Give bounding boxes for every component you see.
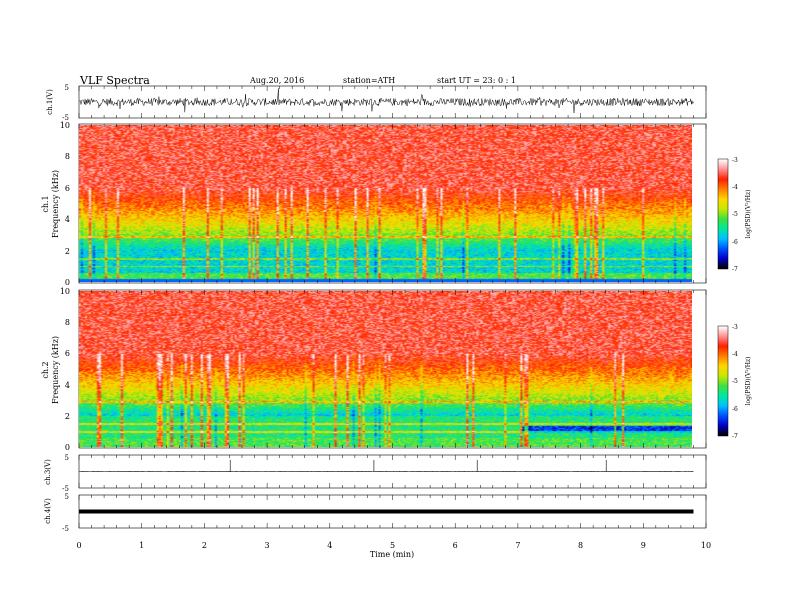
ch1-spectrogram-panel: 0 2 4 6 8 10 ch.1 Frequency (kHz) bbox=[41, 121, 707, 287]
ch1-spectrogram-image bbox=[79, 125, 692, 282]
ch3-waveform-ticks bbox=[78, 455, 707, 488]
x-tick-label: 2 bbox=[202, 541, 207, 550]
ch1-colorbar: -3 -4 -5 -6 -7 log(PSD)(V²/Hz) bbox=[717, 157, 752, 273]
x-tick-label: 0 bbox=[76, 541, 81, 550]
ch1-colorbar-frame bbox=[717, 158, 729, 270]
ch1-waveform-ticks bbox=[78, 86, 707, 118]
ch3-ytick-bottom: -5 bbox=[62, 485, 69, 493]
ch1-ytick-8: 8 bbox=[65, 152, 70, 161]
ch1-waveform-line bbox=[78, 88, 694, 114]
ch2-freq-yticks: 0 2 4 6 8 10 bbox=[60, 287, 70, 452]
ch2-cbar-tick-m3: -3 bbox=[732, 324, 738, 331]
ch2-cbar-tick-m4: -4 bbox=[732, 351, 738, 358]
start-time-label: start UT = 23: 0 : 1 bbox=[437, 76, 516, 85]
ch1-wave-ytick-top: 5 bbox=[65, 84, 69, 92]
ch2-cbar-tick-m5: -5 bbox=[732, 378, 738, 385]
ch4-ytick-bottom: -5 bbox=[62, 525, 69, 533]
ch1-cbar-tick-m4: -4 bbox=[732, 184, 738, 191]
ch2-colorbar: -3 -4 -5 -6 -7 log(PSD)(V²/Hz) bbox=[717, 324, 752, 440]
ch4-waveform-panel: 5 -5 ch.4(V) bbox=[44, 493, 707, 533]
ch1-waveform-panel: 5 -5 ch.1(V) bbox=[46, 84, 707, 122]
ch2-ytick-10: 10 bbox=[60, 287, 70, 296]
x-tick-label: 3 bbox=[265, 541, 270, 550]
ch4-waveform-ticks bbox=[78, 495, 707, 528]
ch1-cbar-tick-m7: -7 bbox=[732, 266, 738, 273]
ch2-ytick-6: 6 bbox=[65, 349, 70, 358]
ch2-colorbar-image bbox=[718, 326, 728, 436]
ch2-cbar-tick-m7: -7 bbox=[732, 433, 738, 440]
x-tick-label: 7 bbox=[515, 541, 520, 550]
ch2-ytick-8: 8 bbox=[65, 318, 70, 327]
x-tick-label: 9 bbox=[641, 541, 646, 550]
x-axis-label: Time (min) bbox=[370, 550, 414, 559]
ch2-spectrogram-panel: 0 2 4 6 8 10 ch.2 Frequency (kHz) bbox=[41, 287, 707, 452]
x-tick-label: 4 bbox=[327, 541, 332, 550]
ch1-ytick-0: 0 bbox=[65, 278, 70, 287]
x-axis: 0 1 2 3 4 5 6 7 8 9 10 Time (min) bbox=[76, 541, 711, 559]
x-tick-label: 5 bbox=[390, 541, 395, 550]
ch3-ytick-top: 5 bbox=[65, 454, 69, 462]
ch1-ytick-2: 2 bbox=[65, 247, 70, 256]
ch3-ylabel: ch.3(V) bbox=[44, 459, 52, 485]
date-label: Aug.20, 2016 bbox=[249, 76, 304, 85]
ch2-ytick-2: 2 bbox=[65, 412, 70, 421]
ch1-cbar-tick-m6: -6 bbox=[732, 239, 738, 246]
ch1-ytick-6: 6 bbox=[65, 184, 70, 193]
ch2-ytick-4: 4 bbox=[65, 381, 70, 390]
ch1-ytick-4: 4 bbox=[65, 215, 70, 224]
ch2-colorbar-label: log(PSD)(V²/Hz) bbox=[745, 357, 752, 406]
ch1-spectrogram-ylabel-frequency: Frequency (kHz) bbox=[51, 170, 60, 238]
ch1-freq-yticks: 0 2 4 6 8 10 bbox=[60, 121, 70, 287]
x-tick-labels: 0 1 2 3 4 5 6 7 8 9 10 bbox=[76, 541, 711, 550]
ch2-spectrogram-ylabel-channel: ch.2 bbox=[41, 361, 50, 378]
ch4-ylabel: ch.4(V) bbox=[44, 498, 52, 524]
ch2-cbar-tick-m6: -6 bbox=[732, 406, 738, 413]
ch2-colorbar-frame bbox=[717, 325, 729, 437]
x-tick-label: 8 bbox=[578, 541, 583, 550]
ch1-wave-ylabel: ch.1(V) bbox=[46, 89, 54, 115]
ch1-cbar-tick-m3: -3 bbox=[732, 157, 738, 164]
ch2-spectrogram-image bbox=[79, 291, 692, 447]
figure-title: VLF Spectra bbox=[79, 74, 150, 87]
ch1-spectrogram-ylabel-channel: ch.1 bbox=[41, 195, 50, 212]
ch4-ytick-top: 5 bbox=[65, 493, 69, 501]
ch1-spectrogram-ticks bbox=[78, 124, 707, 283]
x-tick-label: 1 bbox=[139, 541, 144, 550]
ch1-wave-ytick-bottom: -5 bbox=[62, 114, 69, 122]
x-tick-label: 6 bbox=[453, 541, 458, 550]
ch2-spectrogram-ticks bbox=[78, 290, 707, 448]
ch2-spectrogram-ylabel-frequency: Frequency (kHz) bbox=[51, 336, 60, 404]
x-tick-label: 10 bbox=[701, 541, 711, 550]
station-label: station=ATH bbox=[343, 76, 395, 85]
ch1-ytick-10: 10 bbox=[60, 121, 70, 130]
ch3-waveform-panel: 5 -5 ch.3(V) bbox=[44, 454, 707, 493]
ch2-ytick-0: 0 bbox=[65, 443, 70, 452]
ch3-waveform-line bbox=[79, 459, 694, 473]
ch1-colorbar-label: log(PSD)(V²/Hz) bbox=[745, 190, 752, 239]
ch1-cbar-tick-m5: -5 bbox=[732, 211, 738, 218]
ch1-colorbar-image bbox=[718, 159, 728, 269]
